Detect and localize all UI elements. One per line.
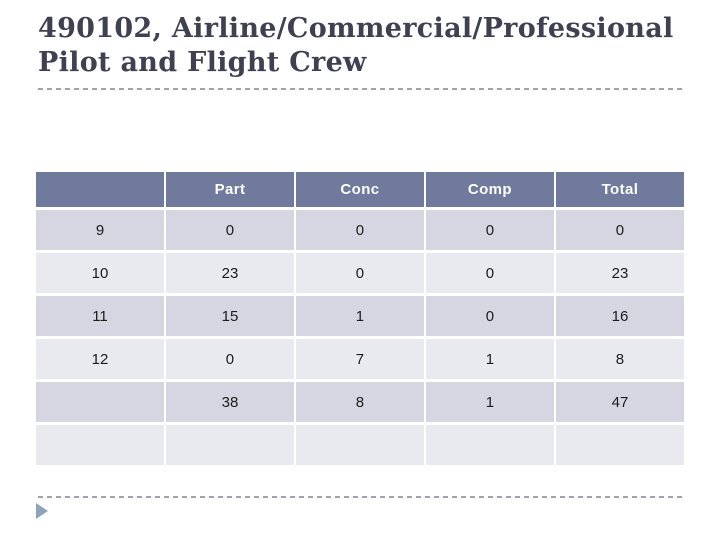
table-header-row: Part Conc Comp Total [36,172,684,210]
table-cell: 8 [295,382,426,425]
table-cell: 0 [425,210,556,253]
table-cell: 0 [295,253,426,296]
table-row-grade-10: 10 23 0 0 23 [36,253,684,296]
grade-counts-table: Part Conc Comp Total 9 0 0 0 0 10 23 0 0… [36,172,684,468]
table-cell: 1 [425,339,556,382]
table-cell: 1 [425,382,556,425]
table-cell [555,425,684,468]
table-row-totals: 38 8 1 47 [36,382,684,425]
table-cell: 9 [36,210,166,253]
table-cell [425,425,556,468]
table-header-comp: Comp [425,172,556,210]
slide-title: 490102, Airline/Commercial/Professional … [38,13,674,78]
table-cell [165,425,296,468]
slide-advance-triangle-icon [36,503,48,519]
table-header-total: Total [555,172,684,210]
table-cell [36,382,166,425]
table-cell: 0 [425,253,556,296]
table-cell [295,425,426,468]
table-cell [36,425,166,468]
table-cell: 11 [36,296,166,339]
table-row-empty [36,425,684,468]
table-cell: 0 [295,210,426,253]
table-cell: 1 [295,296,426,339]
table-header-part: Part [165,172,296,210]
table-cell: 15 [165,296,296,339]
table-cell: 12 [36,339,166,382]
title-divider [38,88,685,90]
table-cell: 10 [36,253,166,296]
table-row-grade-9: 9 0 0 0 0 [36,210,684,253]
table-cell: 47 [555,382,684,425]
table-header-conc: Conc [295,172,426,210]
table-cell: 0 [555,210,684,253]
table-cell: 0 [425,296,556,339]
table-cell: 16 [555,296,684,339]
table-cell: 8 [555,339,684,382]
table-cell: 23 [555,253,684,296]
table-cell: 38 [165,382,296,425]
table-cell: 0 [165,210,296,253]
table-cell: 7 [295,339,426,382]
table-header-grade [36,172,166,210]
table-cell: 23 [165,253,296,296]
table-row-grade-11: 11 15 1 0 16 [36,296,684,339]
table-row-grade-12: 12 0 7 1 8 [36,339,684,382]
table-cell: 0 [165,339,296,382]
footer-divider [38,496,686,498]
